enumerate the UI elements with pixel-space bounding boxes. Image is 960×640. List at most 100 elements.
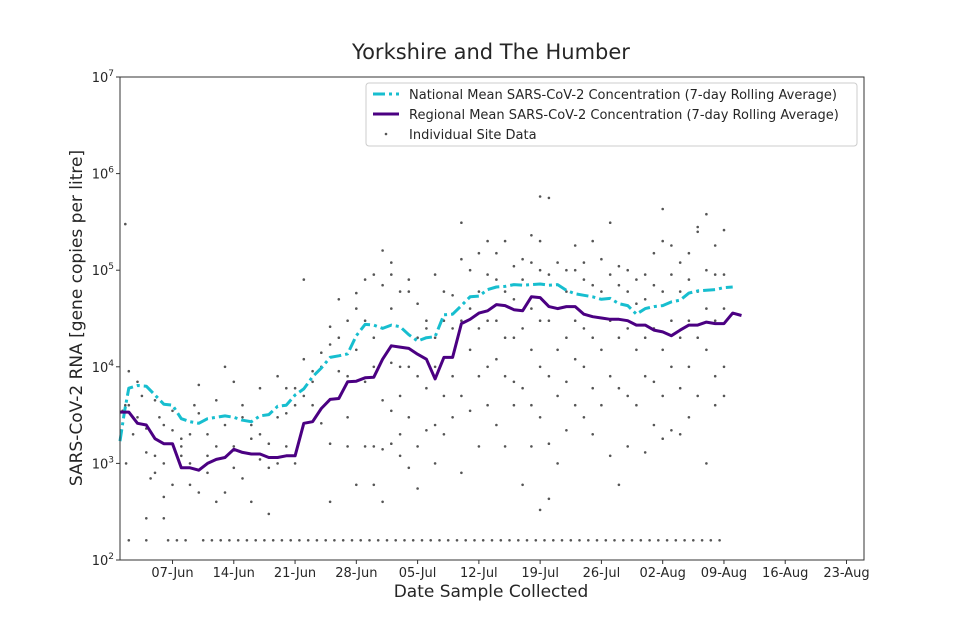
site-data-point	[460, 221, 463, 224]
x-axis-ticks: 07-Jun 14-Jun 21-Jun 28-Jun 05-Jul 12-Jul 19-J…	[151, 560, 870, 581]
site-data-point	[687, 278, 691, 281]
x-tick-label: 12-Jul	[460, 566, 498, 581]
x-axis-label: Date Sample Collected	[394, 582, 589, 602]
site-data-point	[166, 539, 170, 542]
x-tick-label: 07-Jun	[151, 566, 193, 581]
site-data-point	[486, 273, 489, 276]
site-data-point	[381, 283, 384, 287]
site-data-point	[425, 319, 428, 323]
individual-site-points	[121, 195, 726, 542]
site-data-point	[503, 239, 507, 243]
site-data-point	[188, 483, 192, 487]
site-data-point	[477, 374, 481, 378]
site-data-point	[451, 374, 454, 378]
site-data-point	[630, 539, 634, 542]
site-data-point	[355, 291, 358, 295]
site-data-point	[608, 454, 612, 458]
site-data-point	[376, 539, 380, 542]
site-data-point	[661, 290, 664, 293]
site-data-point	[158, 416, 161, 419]
site-data-point	[670, 319, 673, 323]
x-tick-label: 19-Jul	[521, 566, 559, 581]
site-data-point	[223, 423, 227, 427]
site-data-point	[477, 290, 481, 293]
site-data-point	[521, 278, 524, 281]
site-data-point	[451, 327, 454, 330]
site-data-point	[206, 471, 209, 475]
site-data-point	[232, 380, 236, 384]
site-data-point	[372, 336, 376, 340]
y-tick-label: 106	[92, 166, 115, 183]
site-data-point	[687, 319, 691, 323]
site-data-point	[153, 399, 157, 402]
site-data-point	[525, 539, 529, 542]
site-data-point	[236, 539, 240, 542]
site-data-point	[709, 539, 713, 542]
site-data-point	[258, 386, 262, 390]
y-tick-label: 103	[92, 455, 114, 472]
site-data-point	[188, 433, 192, 436]
site-data-point	[538, 319, 542, 323]
site-data-point	[433, 273, 437, 276]
site-data-point	[683, 539, 686, 542]
site-data-point	[617, 264, 621, 268]
site-data-point	[206, 433, 209, 436]
site-data-point	[582, 416, 586, 419]
site-data-point	[298, 539, 301, 542]
site-data-point	[661, 207, 664, 211]
site-data-point	[285, 445, 288, 448]
site-data-point	[124, 462, 128, 465]
site-data-point	[600, 257, 603, 261]
site-data-point	[407, 416, 411, 419]
site-data-point	[245, 539, 249, 542]
site-data-point	[293, 386, 297, 390]
site-data-point	[363, 278, 367, 281]
site-data-point	[713, 319, 717, 323]
site-data-point	[241, 416, 244, 419]
site-data-point	[530, 445, 533, 448]
site-data-point	[460, 257, 463, 261]
site-data-point	[285, 386, 288, 390]
site-data-point	[547, 196, 551, 200]
site-data-point	[162, 423, 166, 427]
site-data-point	[451, 416, 454, 419]
site-data-point	[363, 380, 367, 384]
site-data-point	[438, 539, 441, 542]
site-data-point	[582, 278, 586, 281]
site-data-point	[215, 500, 218, 504]
site-data-point	[267, 466, 271, 470]
site-data-point	[530, 261, 533, 264]
site-data-point	[215, 399, 218, 402]
site-data-point	[390, 261, 393, 264]
site-data-point	[670, 429, 673, 432]
site-data-point	[355, 483, 358, 487]
site-data-point	[696, 230, 699, 234]
site-data-point	[573, 319, 577, 323]
site-data-point	[678, 290, 682, 293]
series-lines	[118, 282, 742, 472]
site-data-point	[538, 416, 542, 419]
site-data-point	[258, 458, 262, 461]
site-data-point	[595, 539, 599, 542]
site-data-point	[661, 239, 664, 243]
legend-box	[365, 82, 858, 147]
site-data-point	[280, 539, 284, 542]
site-data-point	[635, 403, 638, 407]
x-tick-label: 05-Jul	[399, 566, 437, 581]
site-data-point	[705, 212, 708, 216]
site-data-point	[184, 539, 187, 542]
y-axis-ticks: 102 103 104 105 106 107	[92, 69, 120, 569]
site-data-point	[124, 403, 127, 407]
site-data-point	[372, 483, 376, 487]
site-data-point	[652, 283, 656, 287]
site-data-point	[398, 433, 402, 436]
site-data-point	[547, 374, 551, 378]
site-data-point	[530, 348, 533, 352]
site-data-point	[346, 374, 349, 378]
site-data-point	[350, 539, 354, 542]
site-data-point	[425, 327, 428, 330]
x-tick-label: 28-Jun	[335, 566, 377, 581]
site-data-point	[556, 462, 559, 465]
site-data-point	[481, 539, 485, 542]
site-data-point	[293, 403, 297, 407]
